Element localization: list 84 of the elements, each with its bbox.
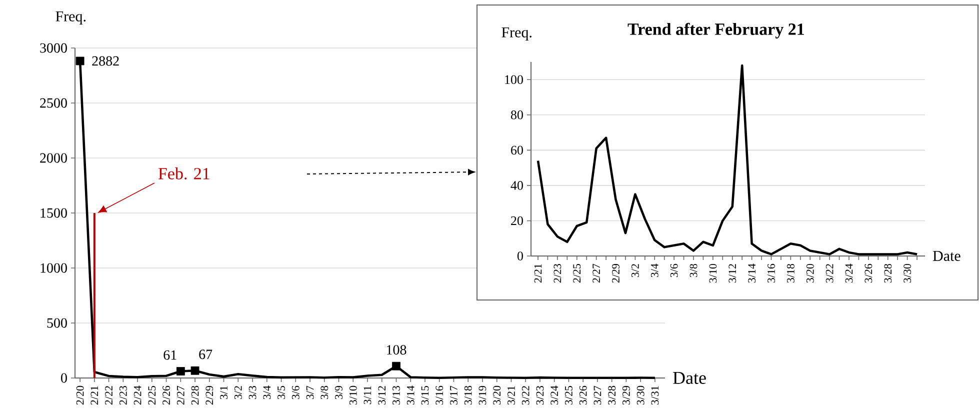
x-tick-label: 3/28 xyxy=(884,264,892,283)
x-tick-label: 3/12 xyxy=(728,264,736,283)
x-tick-label: 3/24 xyxy=(550,386,558,405)
x-tick-label: 2/27 xyxy=(176,386,184,405)
chart-title: Trend after February 21 xyxy=(628,22,804,38)
x-tick-label: 2/25 xyxy=(148,386,156,405)
x-tick-label: 3/29 xyxy=(622,386,630,405)
x-tick-label: 3/23 xyxy=(536,386,544,405)
x-tick-label: 3/22 xyxy=(522,386,530,405)
x-tick-label: 3/26 xyxy=(864,264,872,283)
x-tick-label: 3/1 xyxy=(220,386,228,400)
x-tick-label: 3/28 xyxy=(608,386,616,405)
y-tick-label: 40 xyxy=(510,181,523,190)
x-tick-label: 2/20 xyxy=(76,386,84,405)
y-tick-label: 500 xyxy=(47,318,67,328)
x-tick-label: 3/24 xyxy=(845,264,853,283)
x-tick-label: 3/15 xyxy=(421,386,429,405)
x-tick-label: 2/25 xyxy=(573,264,581,283)
x-tick-label: 2/26 xyxy=(162,386,170,405)
x-tick-label: 3/20 xyxy=(493,386,501,405)
x-tick-label: 2/28 xyxy=(191,386,199,405)
x-tick-label: 3/2 xyxy=(234,386,242,400)
x-tick-label: 3/21 xyxy=(508,386,515,405)
x-tick-label: 3/6 xyxy=(292,386,300,400)
x-tick-label: 2/23 xyxy=(554,264,562,283)
data-label: 108 xyxy=(386,345,406,355)
y-tick-label: 1500 xyxy=(40,208,67,218)
x-tick-label: 2/21 xyxy=(534,264,542,283)
data-label: 67 xyxy=(199,350,212,360)
x-tick-label: 3/6 xyxy=(670,264,678,278)
x-tick-label: 3/16 xyxy=(768,264,775,283)
x-tick-label: 3/18 xyxy=(786,264,794,283)
x-tick-label: 3/3 xyxy=(248,386,256,400)
y-tick-label: 60 xyxy=(511,146,523,155)
y-tick-label: 20 xyxy=(511,216,523,226)
y-tick-label: 0 xyxy=(61,373,67,383)
x-tick-label: 3/22 xyxy=(826,264,834,283)
x-axis-title: Date xyxy=(673,372,706,384)
x-tick-label: 3/16 xyxy=(436,386,444,405)
y-tick-label: 2000 xyxy=(40,153,67,163)
y-tick-label: 80 xyxy=(510,110,523,120)
x-tick-label: 3/5 xyxy=(278,386,285,400)
x-tick-label: 2/29 xyxy=(206,386,214,405)
x-tick-label: 3/9 xyxy=(335,386,342,400)
x-tick-label: 3/4 xyxy=(263,386,271,400)
y-tick-label: 100 xyxy=(505,75,523,84)
x-tick-label: 3/4 xyxy=(650,264,658,278)
x-tick-label: 3/30 xyxy=(904,264,912,283)
x-tick-label: 3/11 xyxy=(364,386,372,404)
x-tick-label: 3/8 xyxy=(690,264,698,278)
x-tick-label: 3/12 xyxy=(378,386,386,405)
x-tick-label: 2/24 xyxy=(134,386,142,405)
x-tick-label: 3/19 xyxy=(478,386,486,405)
y-tick-label: 1000 xyxy=(40,263,67,273)
x-tick-label: 3/10 xyxy=(709,264,717,283)
x-tick-label: 3/17 xyxy=(450,386,458,405)
y-axis-title: Freq. xyxy=(56,11,86,24)
x-tick-label: 3/26 xyxy=(579,386,587,405)
y-tick-label: 0 xyxy=(517,252,523,260)
x-tick-label: 3/7 xyxy=(306,386,314,400)
x-tick-label: 3/31 xyxy=(651,386,659,405)
x-tick-label: 3/25 xyxy=(565,386,572,405)
ref-line-label: Feb. 21 xyxy=(158,167,210,180)
x-tick-label: 3/10 xyxy=(349,386,357,405)
x-tick-label: 2/21 xyxy=(90,386,98,405)
x-tick-label: 3/8 xyxy=(320,386,328,400)
y-tick-label: 3000 xyxy=(40,43,67,53)
y-axis-title: Freq. xyxy=(502,27,532,40)
x-tick-label: 3/30 xyxy=(636,386,644,405)
x-tick-label: 3/27 xyxy=(594,386,602,405)
x-tick-label: 3/18 xyxy=(464,386,472,405)
x-tick-label: 3/20 xyxy=(806,264,814,283)
x-tick-label: 3/13 xyxy=(392,386,400,405)
x-axis-title: Date xyxy=(932,251,960,261)
x-tick-label: 2/22 xyxy=(105,386,112,405)
x-tick-label: 2/27 xyxy=(592,264,600,283)
y-tick-label: 2500 xyxy=(40,98,67,108)
x-tick-label: 3/14 xyxy=(406,386,414,405)
data-label: 61 xyxy=(164,350,176,360)
x-tick-label: 2/29 xyxy=(612,264,620,283)
data-label: 2882 xyxy=(92,56,119,66)
x-tick-label: 2/23 xyxy=(119,386,127,405)
x-tick-label: 3/14 xyxy=(748,264,756,283)
x-tick-label: 3/2 xyxy=(632,264,639,278)
